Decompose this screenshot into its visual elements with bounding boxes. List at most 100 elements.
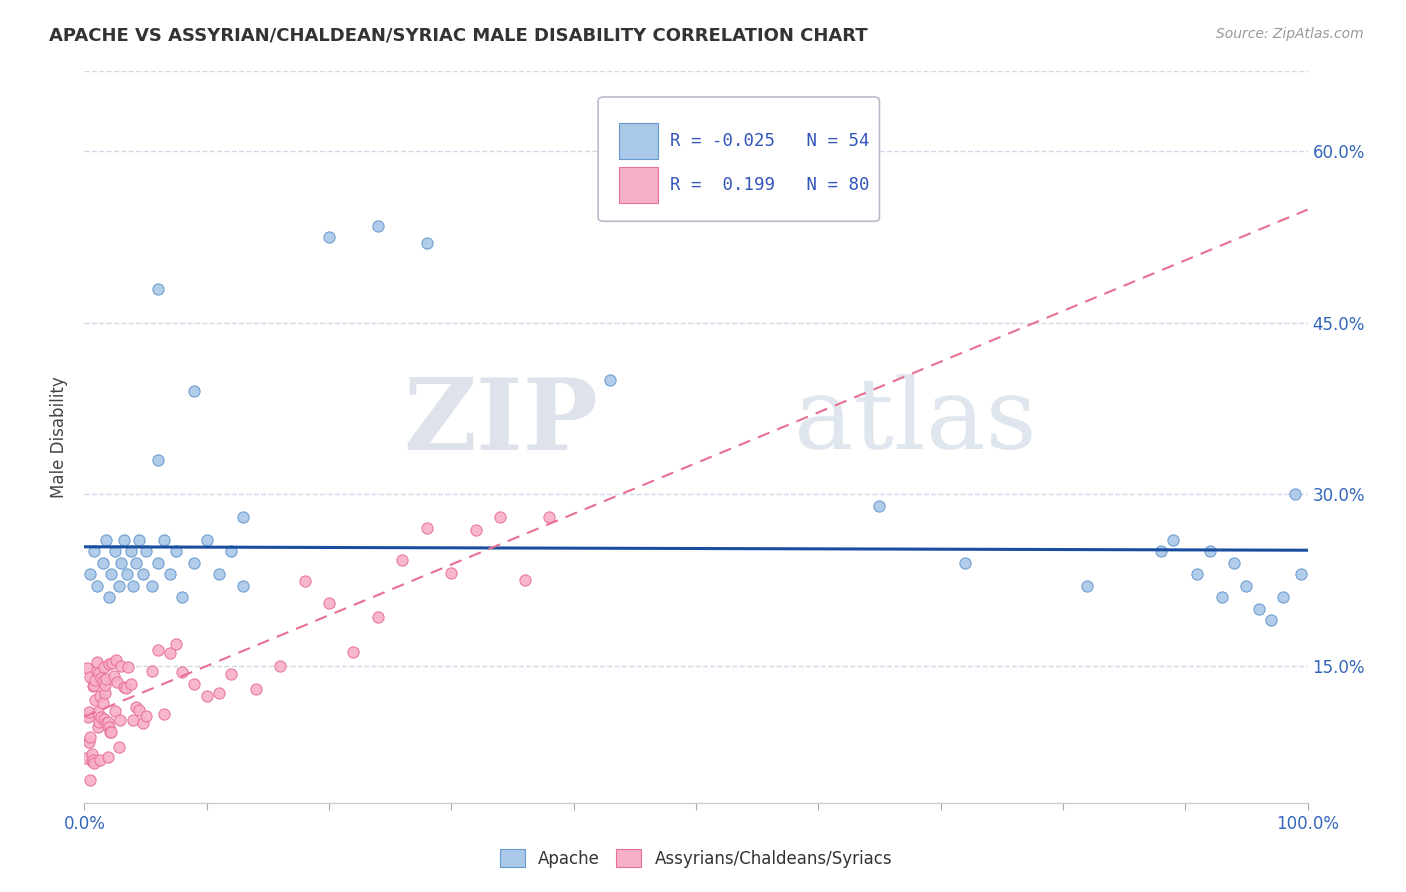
Point — [87, 720, 110, 734]
Legend: Apache, Assyrians/Chaldeans/Syriacs: Apache, Assyrians/Chaldeans/Syriacs — [499, 849, 893, 868]
Point — [86, 579, 108, 593]
Point — [141, 664, 163, 678]
Point — [1211, 590, 1233, 604]
Point — [79, 772, 101, 787]
Point — [93, 712, 115, 726]
Point — [77, 734, 100, 748]
Point — [159, 646, 181, 660]
Point — [104, 544, 127, 558]
Point — [141, 579, 163, 593]
Point — [84, 673, 107, 687]
Point — [1150, 544, 1173, 558]
Point — [97, 720, 120, 734]
Point — [1161, 533, 1184, 547]
Y-axis label: Male Disability: Male Disability — [51, 376, 69, 498]
Point — [538, 510, 561, 524]
Point — [105, 674, 128, 689]
Point — [953, 556, 976, 570]
Point — [97, 714, 120, 729]
Point — [90, 671, 112, 685]
Point — [105, 653, 128, 667]
Point — [79, 567, 101, 582]
Point — [195, 533, 218, 547]
Point — [94, 678, 117, 692]
Point — [112, 680, 135, 694]
Point — [84, 693, 107, 707]
Point — [89, 753, 111, 767]
Point — [82, 753, 104, 767]
Point — [146, 556, 169, 570]
Point — [599, 373, 621, 387]
Point — [1236, 579, 1258, 593]
Point — [94, 686, 117, 700]
Point — [91, 697, 114, 711]
Point — [416, 235, 439, 250]
Text: Source: ZipAtlas.com: Source: ZipAtlas.com — [1216, 27, 1364, 41]
Point — [440, 566, 463, 581]
Point — [110, 556, 132, 570]
Point — [110, 659, 132, 673]
Point — [93, 660, 115, 674]
Point — [1272, 590, 1295, 604]
Point — [80, 747, 103, 762]
Point — [117, 660, 139, 674]
Point — [86, 664, 108, 678]
Point — [1260, 613, 1282, 627]
Point — [342, 644, 364, 658]
Point — [115, 681, 138, 695]
Point — [135, 709, 157, 723]
Point — [103, 669, 125, 683]
Point — [232, 579, 254, 593]
Point — [294, 574, 316, 589]
Point — [146, 453, 169, 467]
Point — [208, 567, 231, 582]
Point — [97, 749, 120, 764]
Point — [96, 672, 118, 686]
Point — [416, 521, 439, 535]
Point — [77, 710, 100, 724]
Point — [107, 579, 129, 593]
Point — [83, 756, 105, 771]
Bar — [619, 167, 658, 202]
Point — [128, 703, 150, 717]
Point — [1076, 579, 1098, 593]
Point — [101, 656, 124, 670]
Point — [79, 730, 101, 744]
Point — [80, 754, 103, 768]
Point — [87, 705, 110, 719]
Point — [464, 523, 486, 537]
Point — [183, 384, 205, 399]
Point — [108, 714, 131, 728]
Point — [232, 510, 254, 524]
Point — [98, 724, 121, 739]
Point — [195, 689, 218, 703]
Bar — [619, 123, 658, 159]
Point — [122, 579, 145, 593]
Point — [122, 714, 145, 728]
Point — [120, 676, 142, 690]
Point — [489, 510, 512, 524]
Point — [100, 567, 122, 582]
Point — [1247, 601, 1270, 615]
Point — [391, 553, 413, 567]
Point — [153, 707, 176, 722]
Point — [125, 556, 148, 570]
Point — [82, 679, 104, 693]
Point — [91, 556, 114, 570]
Point — [1187, 567, 1209, 582]
Point — [100, 725, 122, 739]
Point — [172, 590, 194, 604]
Point — [153, 533, 176, 547]
Point — [513, 573, 536, 587]
Point — [79, 670, 101, 684]
Point — [76, 660, 98, 674]
Point — [318, 595, 340, 609]
Point — [87, 666, 110, 681]
Point — [367, 610, 389, 624]
Point — [869, 499, 891, 513]
Point — [132, 567, 155, 582]
Point — [75, 751, 97, 765]
Text: APACHE VS ASSYRIAN/CHALDEAN/SYRIAC MALE DISABILITY CORRELATION CHART: APACHE VS ASSYRIAN/CHALDEAN/SYRIAC MALE … — [49, 27, 868, 45]
Point — [183, 556, 205, 570]
Point — [86, 655, 108, 669]
